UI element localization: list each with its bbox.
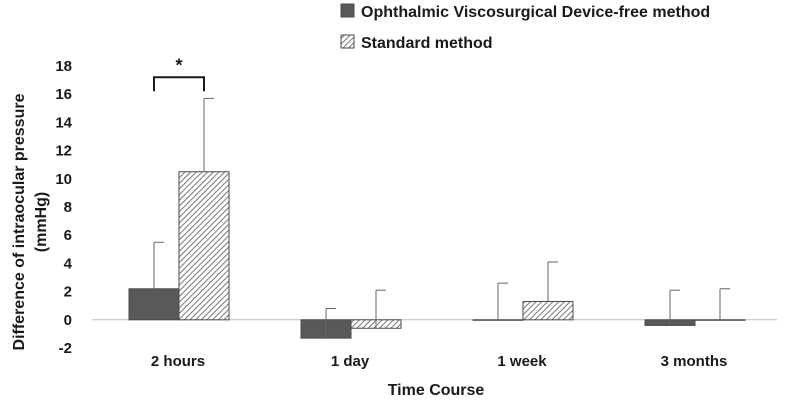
y-tick-label: 0 [64, 312, 72, 329]
y-tick-label: 8 [64, 199, 72, 216]
bar [472, 319, 524, 321]
legend-label: Standard method [361, 35, 493, 52]
y-axis-title-line: (mmHg) [33, 192, 50, 252]
bar [694, 319, 746, 321]
x-tick-label: 3 months [661, 353, 728, 370]
y-tick-label: 10 [55, 171, 72, 188]
y-axis-title: Difference of intraocular pressure (mmHg… [11, 93, 50, 350]
y-axis-ticks: -2 0 2 4 6 8 10 12 14 16 18 [55, 58, 72, 357]
y-axis-title-line: Difference of intraocular pressure [11, 93, 28, 350]
bar [128, 288, 180, 321]
legend-swatch-hatched [340, 34, 355, 49]
legend-label: Ophthalmic Viscosurgical Device-free met… [361, 4, 710, 21]
y-tick-label: 2 [64, 284, 72, 301]
x-tick-label: 1 week [497, 353, 547, 370]
x-axis-category-labels: 2 hours 1 day 1 week 3 months [151, 353, 727, 370]
y-tick-label: -2 [59, 340, 72, 357]
legend: Ophthalmic Viscosurgical Device-free met… [340, 3, 710, 52]
significance-marker: * [175, 55, 182, 75]
bars [128, 171, 746, 339]
error-bars [153, 97, 730, 339]
annotations: * [153, 55, 205, 92]
y-tick-label: 4 [64, 255, 73, 272]
bar [178, 171, 230, 321]
x-tick-label: 2 hours [151, 353, 205, 370]
y-tick-label: 6 [64, 227, 72, 244]
y-tick-label: 18 [55, 58, 72, 75]
legend-swatch-solid [340, 3, 355, 18]
significance-bracket [153, 76, 205, 92]
y-tick-label: 14 [55, 114, 72, 131]
bar [522, 300, 574, 321]
x-tick-label: 1 day [331, 353, 370, 370]
y-tick-label: 12 [55, 143, 72, 160]
y-tick-label: 16 [55, 86, 72, 103]
x-axis-title: Time Course [388, 382, 485, 399]
